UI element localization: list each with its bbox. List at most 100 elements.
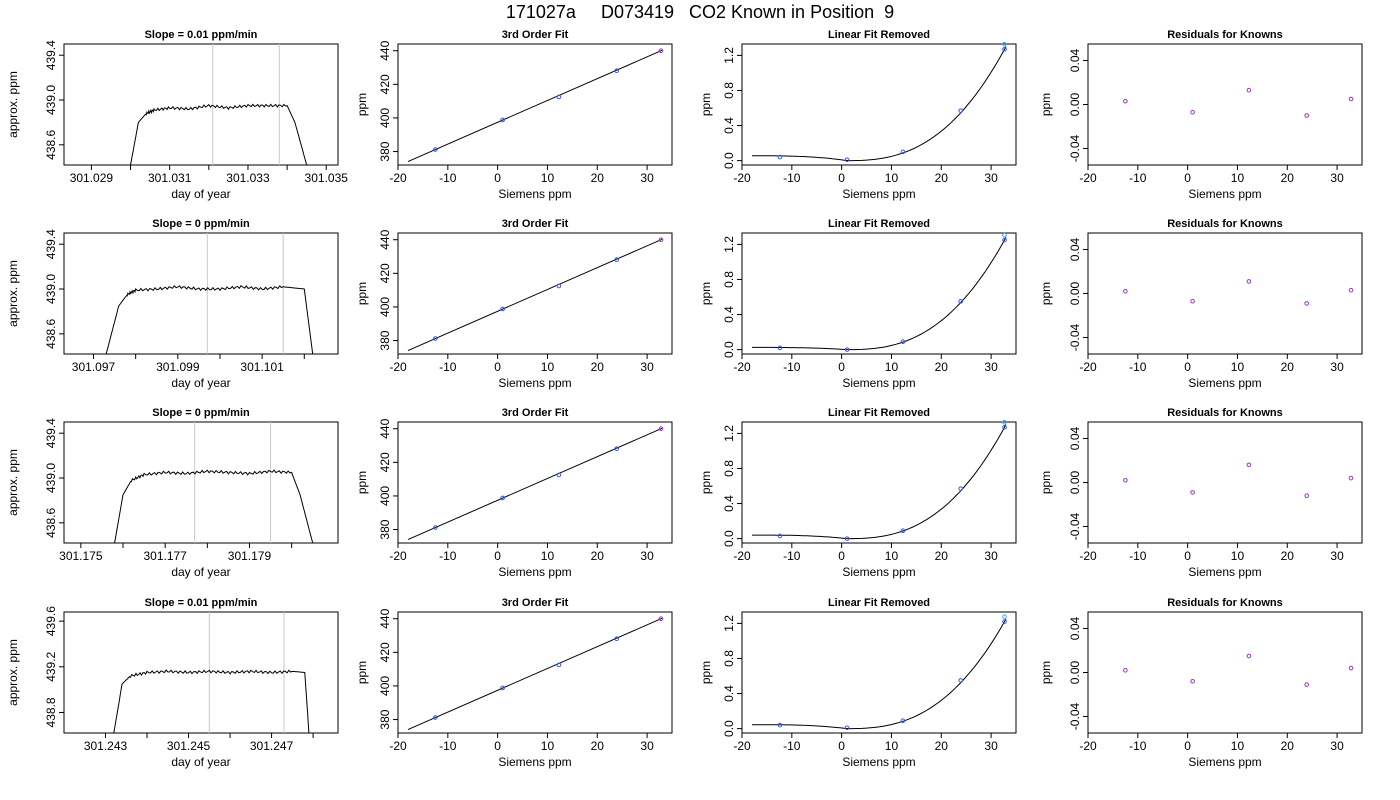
resid-panel-3-xtick-label: 30: [1330, 739, 1344, 753]
linfit-panel-1-ytick-label: 0.4: [722, 306, 736, 323]
linfit-panel-3-ytick-label: 0.4: [722, 685, 736, 702]
fit-panel-3-xtick-label: -10: [439, 739, 457, 753]
linfit-panel-2-point: [1002, 424, 1007, 430]
fit-panel-1-fit-line: [407, 238, 663, 351]
fit-panel-2-frame: [397, 421, 673, 544]
linfit-panel-1-xtick-label: 30: [984, 360, 998, 374]
resid-panel-1-ytick-label: -0.04: [1068, 324, 1082, 352]
linfit-panel-1-point: [844, 347, 850, 352]
time-panel-3-xtick-label: 301.243: [84, 739, 128, 753]
resid-panel-1-ylabel: ppm: [1039, 282, 1053, 305]
resid-panel-3-xtick-label: 0: [1184, 739, 1191, 753]
linfit-panel-2-point: [900, 528, 906, 534]
fit-panel-1-ytick-label: 380: [378, 330, 392, 350]
resid-panel-1-xtick-label: 0: [1184, 360, 1191, 374]
resid-panel-1-point: [1123, 289, 1128, 294]
fit-panel-2-ytick-label: 400: [378, 486, 392, 506]
fit-panel-2-ytick-label: 420: [378, 452, 392, 472]
time-panel-0-ylabel: approx. ppm: [6, 71, 20, 138]
linfit-panel-3-ytick-label: 0.0: [722, 720, 736, 737]
linfit-panel-2-xtick-label: 0: [838, 549, 845, 563]
time-panel-1-ytick-label: 438.6: [44, 318, 58, 348]
resid-panel-0-point: [1348, 96, 1354, 102]
linfit-panel-0-point: [958, 108, 964, 113]
fit-panel-0-ytick-label: 400: [378, 108, 392, 128]
linfit-panel-0-xlabel: Siemens ppm: [842, 187, 915, 201]
fit-panel-0-point: [614, 68, 620, 74]
resid-panel-2-xtick-label: 0: [1184, 549, 1191, 563]
resid-panel-1-point: [1190, 298, 1195, 304]
time-panel-2-ytick-label: 438.6: [44, 507, 58, 537]
fit-panel-0-ytick-label: 420: [378, 74, 392, 94]
resid-panel-2-xtick-label: 10: [1231, 549, 1245, 563]
fit-panel-2-xtick-label: -10: [439, 549, 457, 563]
linfit-panel-1-xtick-label: -20: [733, 360, 751, 374]
resid-panel-3-ytick-label: 0.00: [1068, 660, 1082, 684]
linfit-panel-3-point: [777, 722, 783, 728]
resid-panel-2-ylabel: ppm: [1039, 471, 1053, 494]
resid-panel-3-ylabel: ppm: [1039, 661, 1053, 684]
linfit-panel-0-xtick-label: -20: [733, 171, 751, 185]
fit-panel-0-xtick-label: 20: [591, 171, 605, 185]
linfit-panel-0-point: [844, 157, 850, 163]
time-panel-1-ylabel: approx. ppm: [6, 260, 20, 327]
linfit-panel-3-curve: [752, 618, 1007, 730]
fit-panel-2-point: [433, 525, 438, 530]
fit-panel-1-frame: [397, 232, 673, 355]
time-panel-3-ytick-label: 439.2: [44, 651, 58, 681]
linfit-panel-2-ytick-label: 0.8: [722, 460, 736, 477]
fit-panel-0-point: [433, 147, 438, 152]
linfit-panel-0-point-known: [1002, 41, 1007, 47]
resid-panel-0-xtick-label: -20: [1079, 171, 1097, 185]
resid-panel-1-xtick-label: 30: [1330, 360, 1344, 374]
fit-panel-3-xtick-label: 30: [640, 739, 654, 753]
linfit-panel-2-ytick-label: 0.4: [722, 495, 736, 512]
linfit-panel-3-xtick-label: 20: [935, 739, 949, 753]
resid-panel-1-frame: [1087, 232, 1363, 355]
resid-panel-1-point: [1304, 301, 1310, 306]
fit-panel-1-xtick-label: 10: [541, 360, 555, 374]
resid-panel-3-point: [1304, 682, 1310, 687]
time-panel-3-ylabel: approx. ppm: [6, 639, 20, 706]
resid-panel-0-point: [1246, 87, 1252, 93]
fit-panel-2-point: [500, 495, 505, 501]
resid-panel-2-xtick-label: 20: [1281, 549, 1295, 563]
fit-panel-1-ylabel: ppm: [355, 282, 369, 305]
resid-panel-3-point: [1123, 668, 1128, 673]
time-panel-1-xtick-label: 301.101: [240, 360, 284, 374]
fit-panel-0-point: [658, 48, 664, 54]
fit-panel-3-point: [556, 662, 562, 668]
linfit-panel-1-point: [900, 339, 906, 345]
fit-panel-0-fit-line: [407, 49, 663, 162]
linfit-panel-1-ytick-label: 0.8: [722, 271, 736, 288]
resid-panel-0-ytick-label: 0.04: [1068, 48, 1082, 72]
fit-panel-1-xtick-label: 0: [494, 360, 501, 374]
fit-panel-2-xlabel: Siemens ppm: [498, 565, 571, 579]
resid-panel-3-point: [1246, 653, 1252, 659]
linfit-panel-2-xtick-label: 10: [885, 549, 899, 563]
fit-panel-3-title: 3rd Order Fit: [502, 597, 569, 609]
resid-panel-0-point: [1304, 113, 1310, 118]
resid-panel-0-title: Residuals for Knowns: [1167, 29, 1283, 41]
fit-panel-2-xtick-label: 20: [591, 549, 605, 563]
resid-panel-3-xtick-label: -10: [1129, 739, 1147, 753]
linfit-panel-1-point: [1002, 237, 1007, 243]
linfit-panel-1-xtick-label: -10: [783, 360, 801, 374]
fit-panel-0-title: 3rd Order Fit: [502, 29, 569, 41]
resid-panel-1-xlabel: Siemens ppm: [1188, 376, 1261, 390]
time-panel-0-ytick-label: 439.4: [44, 40, 58, 70]
resid-panel-2-point: [1304, 493, 1310, 499]
fit-panel-3-point: [433, 715, 438, 720]
fit-panel-2-point: [556, 472, 562, 478]
fit-panel-1-title: 3rd Order Fit: [502, 218, 569, 230]
linfit-panel-1-point: [958, 299, 964, 304]
time-panel-3-xlabel: day of year: [171, 755, 230, 769]
fit-panel-2-xtick-label: 10: [541, 549, 555, 563]
resid-panel-0-xtick-label: 0: [1184, 171, 1191, 185]
fit-panel-3-ytick-label: 380: [378, 709, 392, 729]
linfit-panel-0-title: Linear Fit Removed: [828, 29, 930, 41]
time-panel-1-xtick-label: 301.097: [72, 360, 116, 374]
resid-panel-2-xlabel: Siemens ppm: [1188, 565, 1261, 579]
resid-panel-1-xtick-label: 20: [1281, 360, 1295, 374]
